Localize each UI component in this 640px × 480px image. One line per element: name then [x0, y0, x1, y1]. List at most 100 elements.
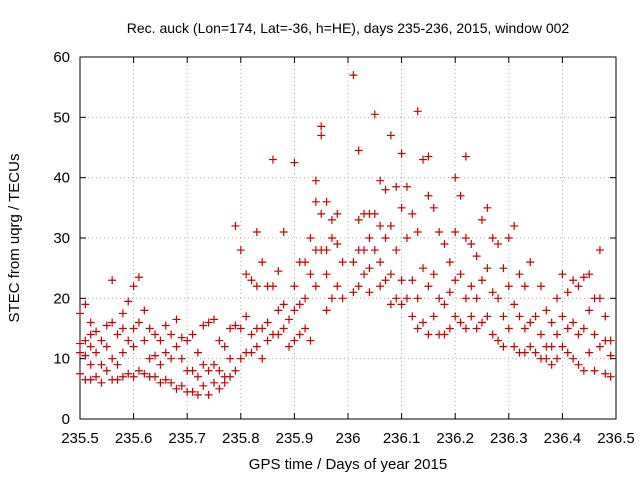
- data-point: [472, 324, 481, 333]
- data-point: [172, 384, 181, 393]
- data-point: [167, 354, 176, 363]
- data-point: [397, 276, 406, 285]
- data-point: [483, 312, 492, 321]
- data-point: [472, 294, 481, 303]
- data-point: [226, 372, 235, 381]
- y-tick-label: 0: [62, 411, 70, 428]
- data-point: [108, 354, 117, 363]
- data-point: [397, 149, 406, 158]
- data-point: [177, 381, 186, 390]
- x-tick-label: 235.6: [115, 430, 153, 447]
- data-point: [440, 240, 449, 249]
- y-axis-label: STEC from uqrg / TECUs: [6, 154, 23, 323]
- data-point: [242, 312, 251, 321]
- data-point: [488, 234, 497, 242]
- data-point: [252, 342, 261, 351]
- data-point: [392, 182, 401, 191]
- data-point: [124, 369, 133, 378]
- data-point: [499, 312, 508, 321]
- data-point: [579, 273, 588, 282]
- data-point: [76, 369, 84, 378]
- data-point: [488, 288, 497, 297]
- data-point: [402, 234, 411, 242]
- data-point: [193, 390, 202, 399]
- data-point: [263, 318, 272, 327]
- data-point: [376, 176, 385, 185]
- data-point: [124, 336, 133, 345]
- data-point: [193, 372, 202, 381]
- data-point: [472, 252, 481, 261]
- x-tick-label: 236.5: [597, 430, 635, 447]
- data-point: [536, 330, 545, 339]
- data-point: [483, 264, 492, 273]
- data-point: [236, 324, 245, 333]
- data-point: [547, 342, 556, 351]
- data-point: [547, 360, 556, 369]
- data-point: [424, 152, 433, 161]
- data-point: [365, 288, 374, 297]
- x-tick-label: 236.4: [544, 430, 582, 447]
- data-point: [461, 324, 470, 333]
- data-point: [402, 294, 411, 303]
- data-point: [317, 131, 326, 140]
- data-point: [606, 372, 615, 381]
- data-point: [290, 336, 299, 345]
- data-point: [585, 306, 594, 315]
- data-point: [429, 270, 438, 279]
- data-point: [134, 318, 143, 327]
- data-point: [440, 330, 449, 339]
- data-point: [574, 360, 583, 369]
- data-point: [215, 336, 224, 345]
- data-point: [445, 288, 454, 297]
- data-point: [290, 158, 299, 167]
- data-point: [113, 375, 122, 384]
- data-point: [156, 360, 165, 369]
- data-point: [306, 336, 315, 345]
- data-point: [579, 324, 588, 333]
- data-point: [467, 282, 476, 291]
- data-point: [381, 276, 390, 285]
- data-point: [461, 152, 470, 161]
- data-point: [413, 324, 422, 333]
- data-point: [333, 209, 342, 218]
- y-tick-label: 10: [53, 351, 70, 368]
- data-point: [488, 330, 497, 339]
- data-point: [536, 282, 545, 291]
- data-point: [408, 312, 417, 321]
- data-point: [274, 330, 283, 339]
- data-point: [563, 288, 572, 297]
- data-point: [413, 107, 422, 116]
- data-point: [140, 369, 149, 378]
- data-point: [386, 221, 395, 230]
- data-point: [386, 270, 395, 279]
- data-point: [204, 390, 213, 399]
- data-point: [129, 342, 138, 351]
- data-point: [290, 306, 299, 315]
- data-point: [365, 234, 374, 242]
- data-point: [279, 324, 288, 333]
- data-point: [467, 240, 476, 249]
- data-point: [553, 294, 562, 303]
- data-point: [306, 270, 315, 279]
- data-point: [274, 306, 283, 315]
- data-point: [451, 173, 460, 182]
- data-point: [595, 246, 604, 255]
- data-point: [92, 372, 101, 381]
- data-point: [510, 300, 519, 309]
- data-point: [360, 246, 369, 255]
- data-point: [392, 294, 401, 303]
- data-point: [167, 378, 176, 387]
- data-point: [424, 330, 433, 339]
- data-point: [579, 366, 588, 375]
- data-point: [510, 342, 519, 351]
- data-point: [595, 294, 604, 303]
- data-point: [569, 276, 578, 285]
- data-point: [156, 378, 165, 387]
- data-point: [542, 354, 551, 363]
- data-point: [295, 330, 304, 339]
- data-point: [601, 312, 610, 321]
- data-point: [193, 348, 202, 357]
- data-point: [397, 300, 406, 309]
- data-point: [183, 336, 192, 345]
- data-point: [424, 282, 433, 291]
